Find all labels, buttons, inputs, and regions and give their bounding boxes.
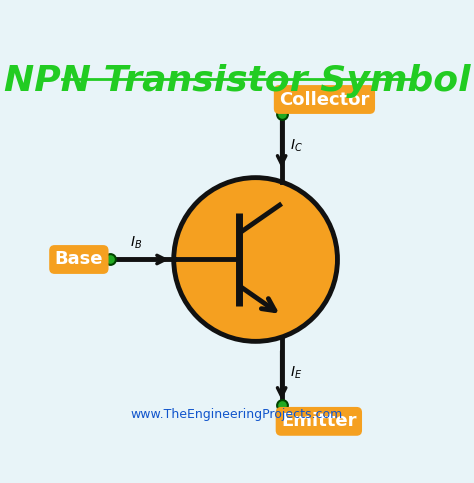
Point xyxy=(278,401,285,409)
Text: $I_B$: $I_B$ xyxy=(130,235,143,251)
Circle shape xyxy=(174,178,337,341)
Point xyxy=(278,111,285,118)
Text: $I_C$: $I_C$ xyxy=(290,138,303,155)
Text: Collector: Collector xyxy=(279,90,370,109)
Point xyxy=(107,256,114,263)
Text: NPN Transistor Symbol: NPN Transistor Symbol xyxy=(4,64,470,98)
Text: Base: Base xyxy=(55,251,103,269)
Text: $I_E$: $I_E$ xyxy=(290,365,302,381)
Text: Emitter: Emitter xyxy=(281,412,356,430)
Text: www.TheEngineeringProjects.com: www.TheEngineeringProjects.com xyxy=(131,408,343,421)
